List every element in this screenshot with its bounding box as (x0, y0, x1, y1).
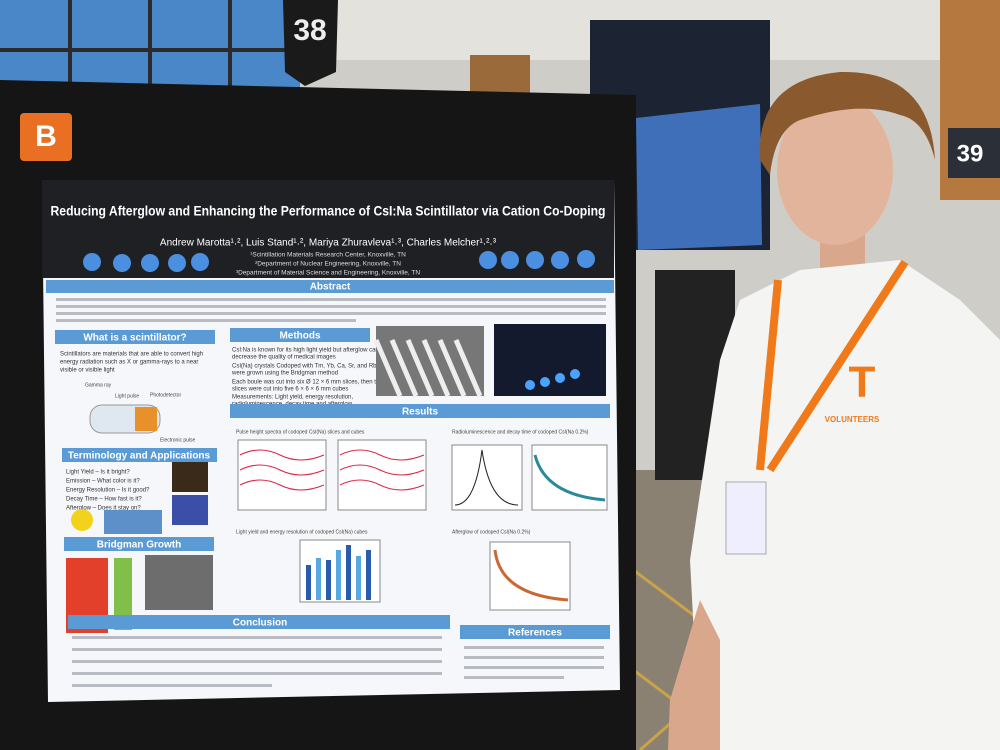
projection-screen (636, 104, 762, 250)
term: Energy Resolution – Is it good? (66, 488, 150, 494)
section-bar (64, 537, 214, 551)
lanyard (756, 259, 909, 473)
section-bar (55, 330, 215, 344)
diagram-label: Light pulse (115, 393, 139, 399)
growth-photo (145, 555, 213, 610)
poster-title: Reducing Afterglow and Enhancing the Per… (51, 203, 606, 219)
face (777, 95, 893, 245)
abstract-text (56, 298, 606, 322)
bar-plot (306, 545, 371, 600)
section-heading: Abstract (310, 282, 351, 293)
board-letter: B (35, 120, 57, 153)
application-image (104, 510, 162, 534)
hair (759, 71, 935, 175)
references-text (464, 646, 604, 679)
furnace-diagram (114, 558, 132, 630)
application-image (172, 462, 208, 492)
section-heading: Methods (279, 331, 321, 342)
plot-caption: Pulse height spectra of codoped CsI(Na) … (236, 429, 365, 435)
term: Afterglow – Does it stay on? (66, 506, 141, 512)
section-bar (68, 615, 450, 629)
plot-frame (237, 439, 327, 511)
section-heading: References (508, 628, 562, 639)
shirt-logo: T (849, 358, 876, 407)
application-image (172, 495, 208, 525)
shirt-text: VOLUNTEERS (825, 415, 880, 424)
section-heading: Terminology and Applications (68, 451, 211, 462)
afterglow-curve (493, 549, 569, 602)
plot-frame (337, 439, 427, 511)
decay-curve (533, 454, 606, 502)
affiliation: ¹Scintillation Materials Research Center… (250, 252, 406, 259)
term: Decay Time – How fast is it? (66, 497, 142, 503)
poster-authors: Andrew Marotta¹˒², Luis Stand¹˒², Mariya… (160, 238, 497, 249)
plot-caption: Afterglow of codoped CsI(Na 0.2%) (452, 529, 531, 535)
section-heading: Results (402, 407, 439, 418)
method-line: CsI:Na is known for its high light yield… (232, 348, 379, 354)
method-line: Measurements: Light yield, energy resolu… (232, 395, 353, 401)
affiliation: ³Department of Material Science and Engi… (236, 270, 420, 277)
term: Light Yield – Is it bright? (66, 470, 130, 476)
section-bar (46, 280, 614, 293)
affiliation: ²Department of Nuclear Engineering, Knox… (255, 261, 401, 268)
plot-frame (451, 444, 523, 511)
diagram-label: Gamma ray (85, 382, 112, 388)
photodetector (135, 407, 157, 431)
glowing-crystals-right (479, 250, 595, 269)
method-line: were grown using the Bridgman method (231, 371, 338, 377)
body-text: Scintillators are materials that are abl… (60, 352, 203, 358)
window-frames (0, 0, 300, 105)
conclusion-text (72, 636, 442, 687)
booth-number: 38 (293, 14, 326, 47)
diagram-label: Electronic pulse (160, 437, 196, 443)
section-bar (230, 404, 610, 418)
plot-caption: Radioluminescence and decay time of codo… (452, 429, 589, 435)
section-bar (230, 328, 370, 342)
section-bar (460, 625, 610, 639)
sign-38 (283, 0, 338, 86)
booth-number-next: 39 (957, 140, 984, 167)
name-badge (725, 481, 767, 555)
body-text: energy radiation such as X or gamma-rays… (60, 360, 198, 366)
spectra-curves (239, 449, 425, 491)
method-line: Each boule was cut into six Ø 12 × 6 mm … (232, 380, 383, 386)
section-bar (62, 448, 217, 462)
radiation-symbol (71, 509, 93, 531)
diagram-label: Photodetector (150, 392, 181, 398)
method-line: slices were cut into five 6 × 6 × 6 mm c… (232, 387, 348, 393)
sign-39 (948, 128, 1000, 178)
term: Emission – What color is it? (66, 479, 140, 485)
photo-stripes (373, 339, 483, 397)
section-heading: Conclusion (233, 618, 287, 629)
plot-caption: Light yield and energy resolution of cod… (236, 529, 368, 535)
arm (668, 600, 720, 750)
section-heading: Bridgman Growth (97, 540, 181, 551)
board-label (20, 113, 72, 161)
poster-header (42, 180, 614, 278)
glowing-crystals-left (83, 253, 209, 272)
method-line: CsI(Na) crystals Codoped with Tm, Yb, Ca… (232, 364, 377, 370)
uv-cubes (525, 369, 580, 390)
uv-photo (494, 324, 606, 396)
emission-curve (454, 449, 519, 506)
method-line: decrease the quality of medical images (232, 355, 336, 361)
body-text: visible or visible light (60, 368, 115, 374)
section-heading: What is a scintillator? (83, 333, 186, 344)
